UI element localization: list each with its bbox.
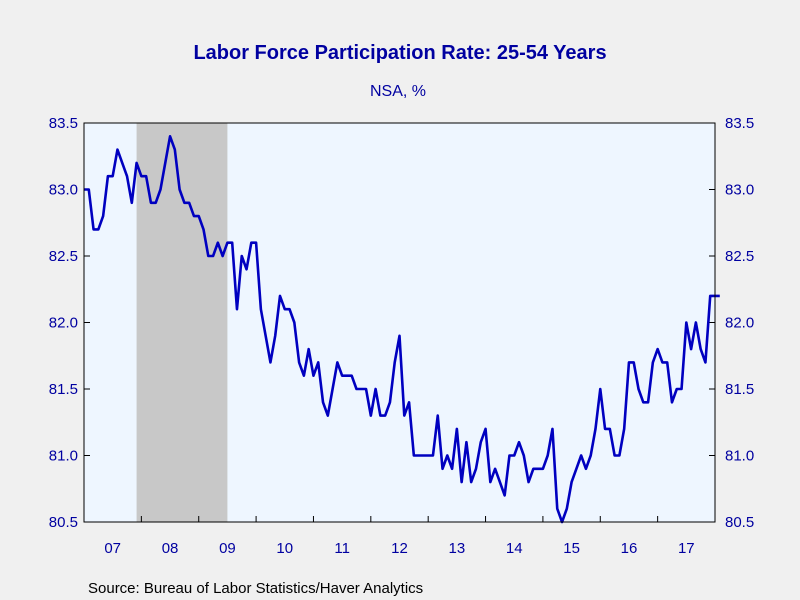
y-axis-labels-right: 80.5 81.0 81.5 82.0 82.5 83.0 83.5 <box>725 115 754 531</box>
x-tick-label: 15 <box>563 540 580 557</box>
x-tick-label: 12 <box>391 540 408 557</box>
y-tick-label-left: 80.5 <box>49 514 78 531</box>
x-axis-ticks <box>140 516 659 522</box>
y-tick-label-right: 83.5 <box>725 115 754 132</box>
y-tick-label-left: 82.5 <box>49 248 78 265</box>
y-tick-label-left: 81.0 <box>49 448 78 465</box>
y-axis-labels-left: 80.5 81.0 81.5 82.0 82.5 83.0 83.5 <box>49 115 78 531</box>
chart-subtitle: NSA, % <box>370 83 426 100</box>
y-tick-label-left: 81.5 <box>49 381 78 398</box>
y-tick-label-right: 80.5 <box>725 514 754 531</box>
recession-band <box>136 123 228 522</box>
series-line <box>84 135 720 524</box>
x-tick-label: 16 <box>621 540 638 557</box>
x-tick-label: 13 <box>449 540 466 557</box>
x-tick-label: 14 <box>506 540 523 557</box>
y-tick-label-right: 81.0 <box>725 448 754 465</box>
plot-frame <box>83 122 716 523</box>
x-axis-labels: 07 08 09 10 11 12 13 14 15 16 17 <box>104 540 694 557</box>
x-tick-label: 07 <box>104 540 121 557</box>
chart-title: Labor Force Participation Rate: 25-54 Ye… <box>193 42 606 64</box>
source-note: Source: Bureau of Labor Statistics/Haver… <box>88 580 423 597</box>
y-tick-label-left: 83.5 <box>49 115 78 132</box>
x-tick-label: 17 <box>678 540 695 557</box>
x-tick-label: 11 <box>334 540 350 557</box>
y-tick-label-right: 82.0 <box>725 315 754 332</box>
y-tick-label-right: 83.0 <box>725 182 754 199</box>
y-tick-label-right: 82.5 <box>725 248 754 265</box>
y-tick-label-left: 83.0 <box>49 182 78 199</box>
x-tick-label: 10 <box>276 540 293 557</box>
x-tick-label: 09 <box>219 540 236 557</box>
y-tick-label-left: 82.0 <box>49 315 78 332</box>
y-tick-label-right: 81.5 <box>725 381 754 398</box>
x-tick-label: 08 <box>162 540 179 557</box>
